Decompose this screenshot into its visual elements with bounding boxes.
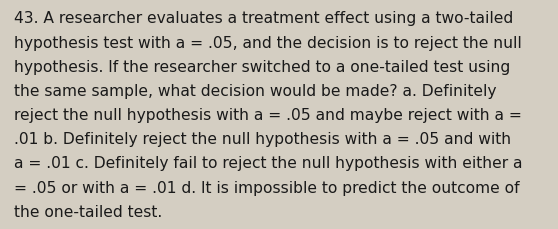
Text: reject the null hypothesis with a = .05 and maybe reject with a =: reject the null hypothesis with a = .05 … — [14, 108, 522, 123]
Text: .01 b. Definitely reject the null hypothesis with a = .05 and with: .01 b. Definitely reject the null hypoth… — [14, 132, 511, 147]
Text: the same sample, what decision would be made? a. Definitely: the same sample, what decision would be … — [14, 84, 497, 98]
Text: = .05 or with a = .01 d. It is impossible to predict the outcome of: = .05 or with a = .01 d. It is impossibl… — [14, 180, 519, 195]
Text: the one-tailed test.: the one-tailed test. — [14, 204, 162, 219]
Text: hypothesis test with a = .05, and the decision is to reject the null: hypothesis test with a = .05, and the de… — [14, 35, 522, 50]
Text: 43. A researcher evaluates a treatment effect using a two-tailed: 43. A researcher evaluates a treatment e… — [14, 11, 513, 26]
Text: a = .01 c. Definitely fail to reject the null hypothesis with either a: a = .01 c. Definitely fail to reject the… — [14, 156, 522, 171]
Text: hypothesis. If the researcher switched to a one-tailed test using: hypothesis. If the researcher switched t… — [14, 60, 510, 74]
